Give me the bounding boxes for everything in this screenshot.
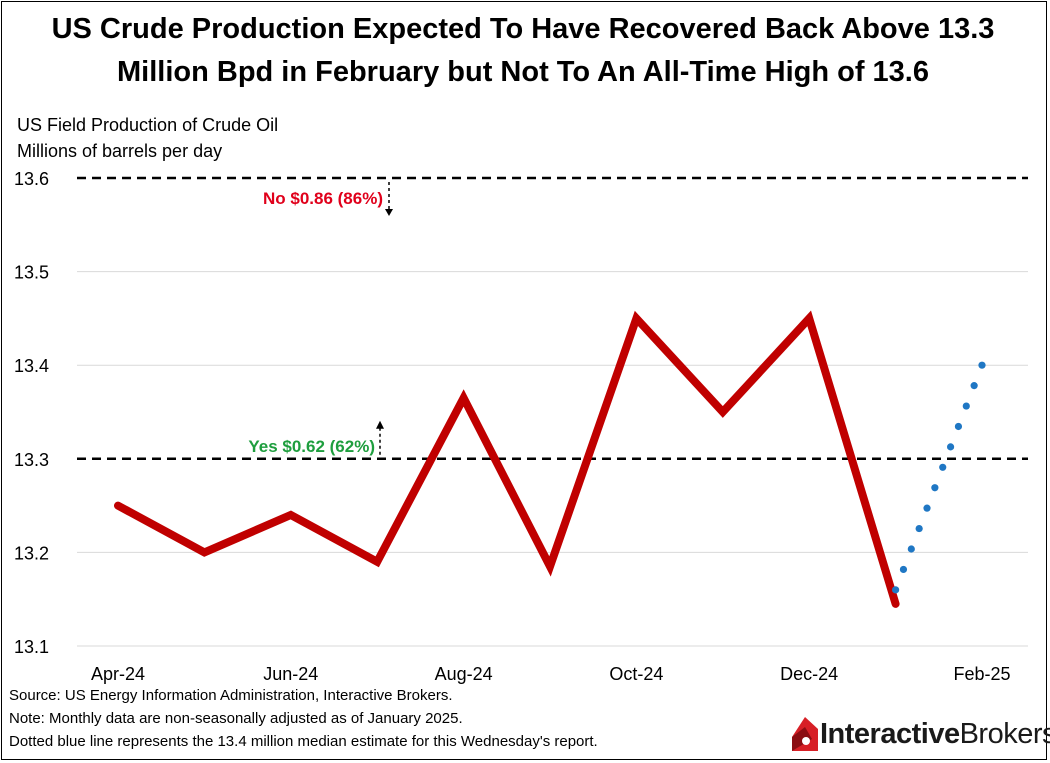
annotation-yes-label: Yes $0.62 (62%) [248, 437, 375, 456]
chart-title-line-1: US Crude Production Expected To Have Rec… [51, 13, 995, 45]
estimate-dot [899, 565, 908, 574]
actual-series-line [114, 310, 900, 608]
logo-text-bold: Interactive [820, 717, 960, 750]
estimate-dot [962, 402, 970, 410]
logo-text-regular: Brokers [959, 717, 1050, 750]
annotation-no-label: No $0.86 (86%) [263, 189, 383, 208]
footnote-note: Note: Monthly data are non-seasonally ad… [9, 710, 463, 727]
estimate-dot [939, 463, 947, 471]
estimate-dot [978, 361, 986, 369]
estimate-dot [970, 382, 978, 390]
y-tick-label: 13.2 [14, 543, 49, 563]
annotation-arrow-head [385, 209, 393, 216]
footnote-estimate: Dotted blue line represents the 13.4 mil… [9, 733, 598, 750]
y-tick-label: 13.3 [14, 450, 49, 470]
chart-title-line-2: Million Bpd in February but Not To An Al… [117, 56, 929, 88]
x-tick-label: Oct-24 [609, 664, 663, 684]
y-tick-label: 13.1 [14, 637, 49, 657]
y-tick-label: 13.4 [14, 356, 49, 376]
x-tick-label: Dec-24 [780, 664, 838, 684]
y-tick-label: 13.5 [14, 263, 49, 283]
chart-title: US Crude Production Expected To Have Rec… [0, 8, 1046, 94]
estimate-dot [923, 504, 931, 512]
annotation-arrow-head [376, 420, 384, 429]
footnote-source: Source: US Energy Information Administra… [9, 687, 453, 704]
estimate-dot [907, 545, 915, 553]
chart-subtitle-1: US Field Production of Crude Oil [17, 115, 279, 135]
estimate-dot [915, 524, 923, 533]
x-tick-label: Aug-24 [435, 664, 493, 684]
y-tick-label: 13.6 [14, 169, 49, 189]
x-tick-label: Jun-24 [263, 664, 318, 684]
estimate-dot [954, 422, 963, 431]
estimate-dot [931, 484, 939, 492]
estimate-dot [892, 586, 900, 594]
chart-subtitle-2: Millions of barrels per day [17, 141, 223, 161]
estimate-dot [946, 443, 955, 451]
x-tick-label: Apr-24 [91, 664, 145, 684]
logo-flame-icon [792, 717, 818, 751]
interactive-brokers-logo: Interactive Brokers [792, 714, 1050, 754]
line-chart: 13.1 13.2 13.3 13.4 13.5 13.6 No $0.86 (86%) Ye… [14, 169, 1028, 684]
x-tick-label: Feb-25 [953, 664, 1010, 684]
